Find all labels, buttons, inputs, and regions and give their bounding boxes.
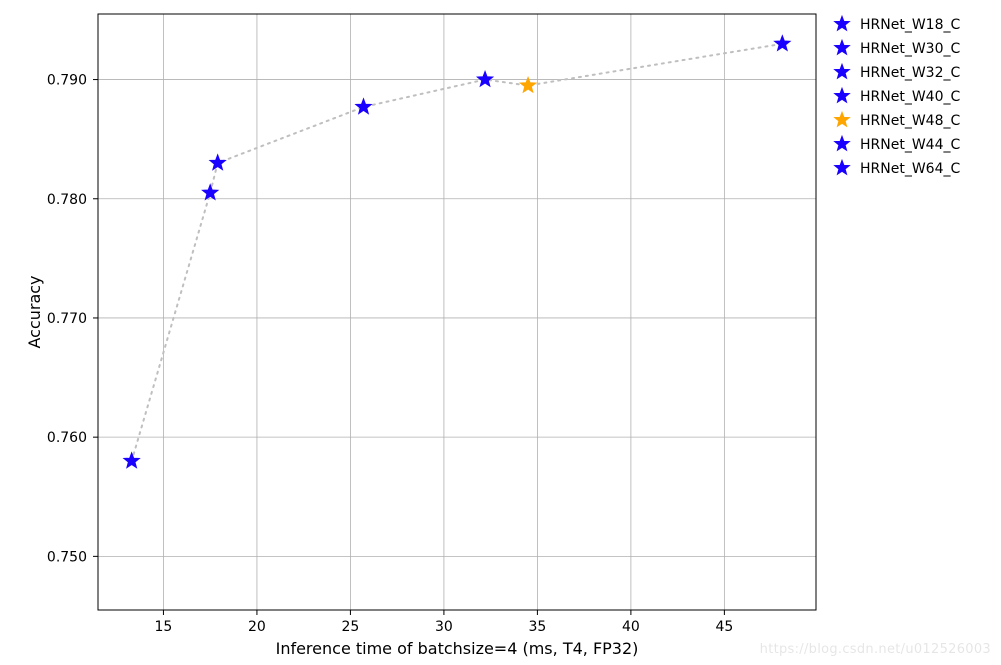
legend-label-HRNet_W30_C: HRNet_W30_C	[860, 41, 960, 57]
x-axis-label: Inference time of batchsize=4 (ms, T4, F…	[276, 639, 639, 658]
legend-label-HRNet_W48_C: HRNet_W48_C	[860, 113, 960, 129]
y-tick-label: 0.790	[47, 73, 87, 89]
chart-root: 15 20 25 30 35 40 45 0.750 0.760 0.770 0.780 0.790 I…	[0, 0, 1001, 665]
legend-label-HRNet_W44_C: HRNet_W44_C	[860, 137, 960, 153]
x-tick-label: 35	[528, 619, 546, 635]
legend-label-HRNet_W18_C: HRNet_W18_C	[860, 17, 960, 33]
scatter-chart: 15 20 25 30 35 40 45 0.750 0.760 0.770 0.780 0.790 I…	[0, 0, 1001, 665]
chart-background	[0, 0, 1001, 665]
x-tick-label: 20	[248, 619, 266, 635]
legend-label-HRNet_W40_C: HRNet_W40_C	[860, 89, 960, 105]
x-tick-label: 40	[622, 619, 640, 635]
y-axis-label: Accuracy	[25, 275, 44, 348]
x-tick-label: 30	[435, 619, 453, 635]
y-tick-label: 0.780	[47, 192, 87, 208]
legend-label-HRNet_W64_C: HRNet_W64_C	[860, 161, 960, 177]
x-tick-label: 25	[342, 619, 360, 635]
y-tick-label: 0.770	[47, 311, 87, 327]
y-tick-label: 0.750	[47, 549, 87, 565]
legend-label-HRNet_W32_C: HRNet_W32_C	[860, 65, 960, 81]
x-tick-label: 45	[715, 619, 733, 635]
x-tick-label: 15	[155, 619, 173, 635]
y-tick-label: 0.760	[47, 430, 87, 446]
